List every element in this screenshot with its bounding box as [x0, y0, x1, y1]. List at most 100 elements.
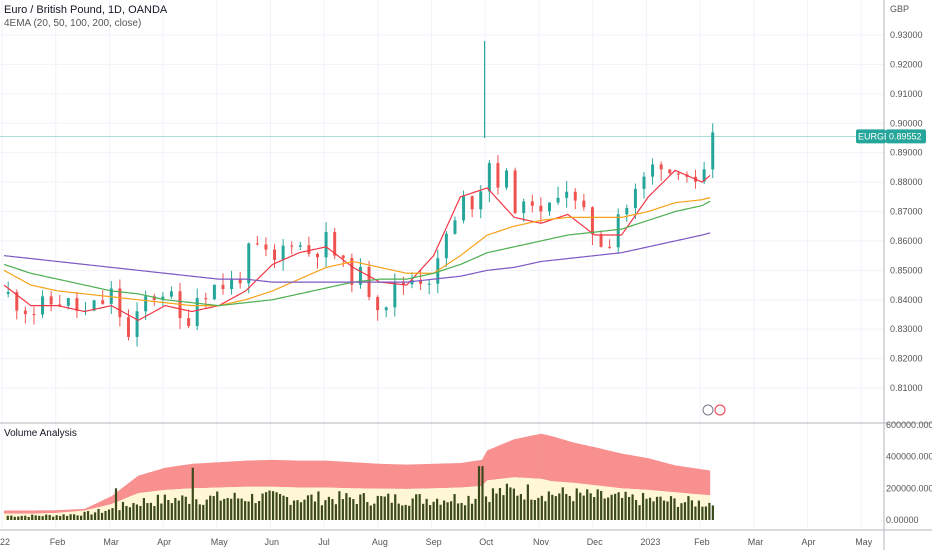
volume-bar — [456, 503, 460, 520]
price-tick-label: 0.83000 — [890, 324, 923, 334]
volume-bar — [76, 515, 79, 520]
volume-bar — [488, 501, 491, 520]
volume-upper-band — [4, 433, 711, 514]
candle-body — [633, 188, 637, 209]
volume-bar — [425, 498, 428, 520]
volume-panel-title[interactable]: Volume Analysis — [4, 428, 77, 439]
price-tick-label: 0.88000 — [890, 177, 923, 187]
volume-bar — [198, 504, 201, 520]
symbol-tag-label: EURGBP — [858, 131, 896, 141]
candle-body — [152, 296, 156, 300]
candle-body — [15, 292, 19, 311]
candle-body — [290, 245, 294, 247]
volume-bar — [655, 496, 659, 520]
volume-bar — [27, 516, 30, 520]
volume-bar — [104, 510, 107, 520]
volume-bar — [93, 512, 97, 520]
volume-bar — [13, 516, 16, 520]
last-price-tag-label: 0.89552 — [889, 131, 922, 141]
volume-bar — [422, 503, 425, 520]
volume-bar — [142, 498, 146, 520]
volume-bar — [621, 497, 624, 520]
volume-bar — [565, 494, 568, 520]
candle-body — [126, 317, 130, 337]
volume-bar — [662, 500, 666, 520]
volume-bar — [673, 498, 676, 520]
candle-body — [204, 298, 208, 300]
volume-bar — [401, 505, 404, 520]
candle-body — [358, 266, 362, 285]
volume-bar — [453, 494, 456, 520]
time-tick-label: 22 — [0, 537, 10, 547]
time-tick-label: Aug — [372, 537, 388, 547]
volume-bar — [59, 515, 62, 520]
volume-bar — [387, 493, 390, 520]
volume-bar — [226, 497, 229, 520]
candle-body — [247, 243, 251, 284]
candle-body — [195, 298, 199, 327]
volume-bar — [446, 502, 449, 520]
volume-bar — [156, 494, 159, 520]
volume-bar — [383, 496, 386, 520]
volume-bar — [254, 503, 257, 520]
candle-body — [530, 201, 534, 206]
volume-bar — [659, 496, 662, 520]
candle-body — [702, 169, 706, 182]
volume-bar — [582, 495, 585, 520]
volume-bar — [676, 506, 680, 520]
volume-bar — [292, 500, 296, 520]
candle-body — [651, 164, 655, 177]
volume-bar — [174, 497, 177, 520]
volume-bar — [498, 487, 502, 520]
candle-body — [255, 243, 259, 245]
volume-bar — [352, 499, 355, 520]
volume-bar — [233, 492, 236, 520]
volume-bar — [121, 501, 125, 520]
volume-bar — [519, 494, 522, 520]
volume-bar — [669, 496, 673, 520]
volume-bar — [526, 484, 529, 520]
price-tick-label: 0.85000 — [890, 265, 923, 275]
volume-bar — [303, 499, 306, 520]
time-tick-label: May — [211, 537, 229, 547]
volume-bar — [20, 515, 23, 520]
volume-bar — [139, 505, 142, 520]
candle-body — [470, 196, 474, 210]
time-tick-label: 2023 — [640, 537, 660, 547]
volume-bar — [209, 495, 212, 520]
volume-bar — [38, 515, 41, 520]
volume-bar — [575, 488, 578, 520]
indicator-legend[interactable]: 4EMA (20, 50, 100, 200, close) — [4, 18, 142, 29]
volume-bar — [627, 496, 631, 520]
volume-bar — [572, 501, 575, 520]
volume-bar — [397, 503, 400, 520]
price-series — [3, 40, 715, 347]
volume-bands — [4, 433, 711, 520]
volume-bar — [568, 495, 571, 520]
volume-bar — [31, 514, 34, 520]
ema-line — [3, 196, 711, 307]
candle-body — [230, 278, 234, 290]
time-tick-label: Mar — [103, 537, 119, 547]
candle-body — [513, 170, 517, 214]
candle-body — [393, 281, 397, 308]
candle-body — [676, 173, 680, 175]
volume-bar — [694, 506, 697, 520]
volume-bar — [547, 491, 550, 520]
candle-body — [573, 191, 577, 201]
time-tick-label: Mar — [748, 537, 764, 547]
volume-bar — [181, 495, 184, 520]
volume-bar — [418, 494, 421, 520]
time-tick-label: Apr — [802, 537, 816, 547]
volume-bar — [509, 487, 512, 520]
candle-body — [419, 279, 423, 284]
volume-bar — [55, 515, 58, 520]
candle-body — [539, 205, 543, 212]
time-tick-label: Nov — [533, 537, 550, 547]
volume-bar — [544, 501, 547, 520]
symbol-title[interactable]: Euro / British Pound, 1D, OANDA — [4, 4, 168, 16]
volume-bar — [533, 500, 536, 520]
volume-bar — [530, 499, 533, 520]
volume-bar — [376, 495, 379, 520]
candle-body — [118, 288, 122, 318]
